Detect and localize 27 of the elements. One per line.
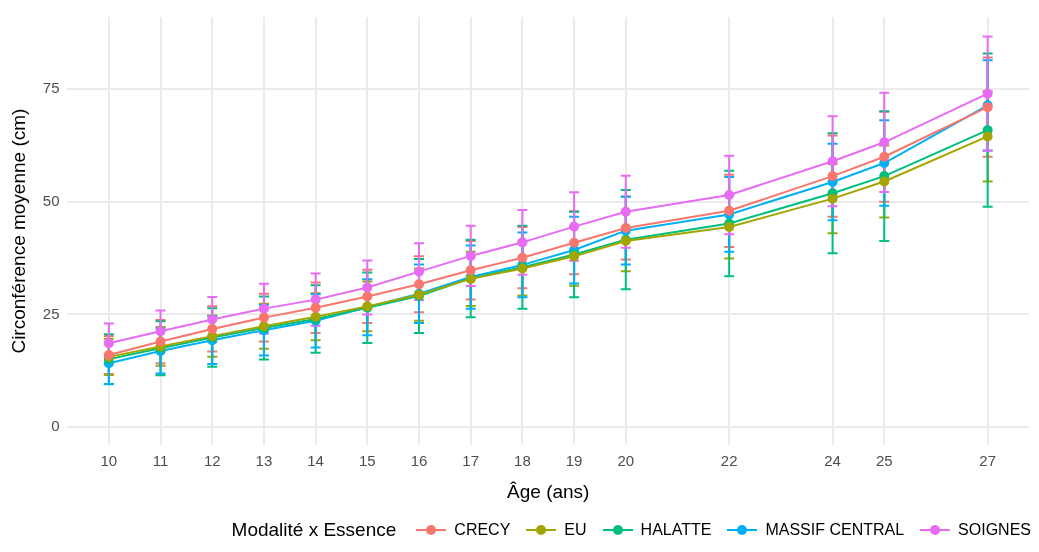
x-tick-label: 11 [152, 452, 169, 470]
x-tick-label: 19 [565, 452, 583, 470]
x-tick-label: 15 [358, 452, 376, 470]
x-tick-label: 16 [410, 452, 428, 470]
x-tick-label: 12 [203, 452, 221, 470]
y-axis-title: Circonférence moyenne (cm) [7, 108, 29, 354]
y-tick-label: 25 [42, 304, 60, 322]
legend-label: MASSIF CENTRAL [765, 521, 905, 539]
x-tick-label: 25 [875, 452, 893, 470]
x-tick-label: 24 [824, 452, 841, 470]
x-tick-label: 14 [307, 452, 324, 470]
x-tick-label: 13 [255, 452, 273, 470]
legend-label: SOIGNES [958, 521, 1031, 539]
x-tick-label: 18 [514, 452, 531, 470]
x-axis-title: Âge (ans) [507, 480, 590, 502]
x-tick-label: 17 [462, 452, 480, 470]
legend-label: EU [564, 521, 587, 539]
legend-title: Modalité x Essence [231, 519, 397, 541]
y-tick-label: 50 [42, 191, 60, 209]
legend-label: CRECY [454, 521, 511, 539]
x-tick-label: 27 [979, 452, 996, 470]
x-tick-label: 20 [617, 452, 635, 470]
x-tick-label: 22 [720, 452, 738, 470]
y-tick-label: 0 [51, 417, 60, 435]
y-tick-label: 75 [42, 79, 60, 97]
legend-label: HALATTE [640, 521, 712, 539]
x-tick-label: 10 [100, 452, 118, 470]
